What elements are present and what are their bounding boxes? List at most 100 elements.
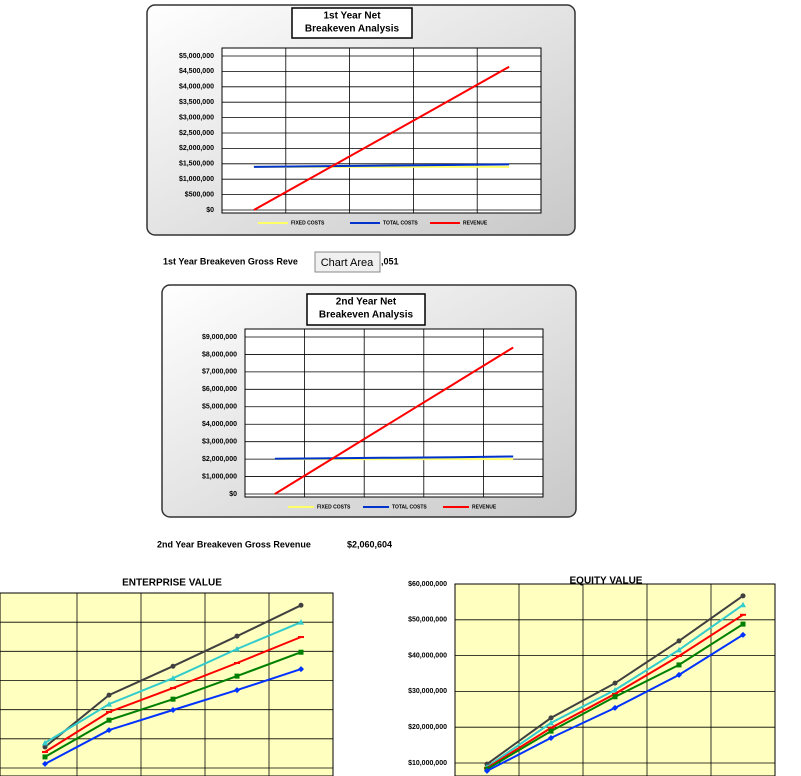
y-tick-label: $5,000,000 — [202, 404, 237, 411]
marker — [234, 662, 240, 664]
breakeven-value: $2,060,604 — [347, 539, 392, 549]
marker — [548, 728, 554, 734]
y-tick-label: $40,000,000 — [408, 652, 447, 659]
chart-title: Breakeven Analysis — [319, 310, 414, 321]
breakeven-value: ,051 — [381, 256, 399, 266]
marker — [612, 694, 618, 700]
marker — [740, 621, 746, 627]
y-tick-label: $50,000,000 — [408, 617, 447, 624]
chart — [0, 592, 334, 776]
chart-title: 2nd Year Net — [336, 297, 397, 308]
marker — [612, 704, 618, 711]
marker — [234, 646, 240, 652]
series-line — [274, 346, 514, 495]
y-tick-label: $5,000,000 — [179, 53, 214, 60]
marker — [676, 638, 682, 644]
y-tick-label: $1,000,000 — [202, 473, 237, 480]
legend-label: REVENUE — [463, 220, 488, 226]
plot-area — [221, 47, 542, 214]
marker — [740, 593, 746, 599]
y-tick-label: $0 — [206, 207, 214, 214]
breakeven-label: 2nd Year Breakeven Gross Revenue — [157, 539, 311, 549]
legend-label: FIXED COSTS — [317, 504, 351, 510]
marker — [676, 671, 682, 678]
title-box — [306, 293, 426, 326]
marker — [298, 636, 304, 639]
tooltip-text: Chart Area — [321, 257, 374, 269]
marker — [612, 692, 618, 695]
chart-title: Breakeven Analysis — [305, 24, 400, 35]
y-tick-label: $2,000,000 — [179, 145, 214, 152]
y-tick-label: $4,000,000 — [179, 84, 214, 91]
y-tick-label: $3,000,000 — [179, 114, 214, 121]
y-tick-label: $7,000,000 — [202, 369, 237, 376]
y-tick-label: $1,000,000 — [179, 176, 214, 183]
y-tick-label: $4,000,000 — [202, 421, 237, 428]
chart — [244, 328, 544, 498]
y-tick-label: $9,000,000 — [202, 334, 237, 341]
marker — [740, 613, 746, 616]
y-tick-label: $1,500,000 — [179, 161, 214, 168]
marker — [298, 602, 304, 608]
chart — [221, 47, 542, 214]
marker — [106, 711, 112, 713]
plot-area — [454, 583, 776, 776]
chart-title: 1st Year Net — [323, 11, 381, 22]
marker — [42, 744, 48, 750]
marker — [170, 696, 176, 702]
marker — [106, 701, 112, 707]
marker — [548, 734, 554, 741]
marker — [548, 719, 554, 726]
legend-label: FIXED COSTS — [291, 220, 325, 226]
marker — [42, 760, 48, 767]
marker — [42, 754, 48, 760]
y-tick-label: $8,000,000 — [202, 351, 237, 358]
marker — [106, 717, 112, 723]
marker — [106, 727, 112, 734]
y-tick-label: $30,000,000 — [408, 688, 447, 695]
marker — [740, 601, 746, 608]
marker — [234, 673, 240, 679]
y-tick-label: $6,000,000 — [202, 386, 237, 393]
y-tick-label: $4,500,000 — [179, 68, 214, 75]
marker — [612, 686, 618, 693]
legend-label: TOTAL COSTS — [383, 220, 418, 226]
marker — [676, 646, 682, 653]
series-line — [274, 455, 514, 460]
marker — [612, 680, 618, 686]
marker — [298, 619, 304, 625]
y-tick-label: $60,000,000 — [408, 581, 447, 588]
marker — [234, 687, 240, 694]
y-tick-label: $3,500,000 — [179, 99, 214, 106]
marker — [676, 654, 682, 657]
marker — [234, 633, 240, 639]
marker — [42, 750, 48, 753]
y-tick-label: $500,000 — [185, 191, 214, 198]
chart — [454, 583, 776, 776]
breakeven-label: 1st Year Breakeven Gross Reve — [163, 256, 298, 266]
y-tick-label: $20,000,000 — [408, 724, 447, 731]
y-tick-label: $2,500,000 — [179, 130, 214, 137]
marker — [170, 687, 176, 690]
marker — [298, 666, 304, 673]
marker — [548, 726, 554, 729]
marker — [676, 662, 682, 668]
marker — [170, 663, 176, 669]
marker — [740, 631, 746, 638]
title-box — [291, 7, 413, 39]
legend-label: TOTAL COSTS — [392, 504, 427, 510]
y-tick-label: $10,000,000 — [408, 760, 447, 767]
tooltip — [314, 251, 381, 273]
marker — [106, 692, 112, 698]
marker — [42, 739, 48, 746]
marker — [170, 706, 176, 713]
chart-title: ENTERPRISE VALUE — [122, 578, 222, 589]
chart-title: EQUITY VALUE — [570, 576, 643, 587]
series-line — [253, 65, 510, 211]
plot-area — [244, 328, 544, 498]
y-tick-label: $2,000,000 — [202, 456, 237, 463]
y-tick-label: $0 — [229, 491, 237, 498]
